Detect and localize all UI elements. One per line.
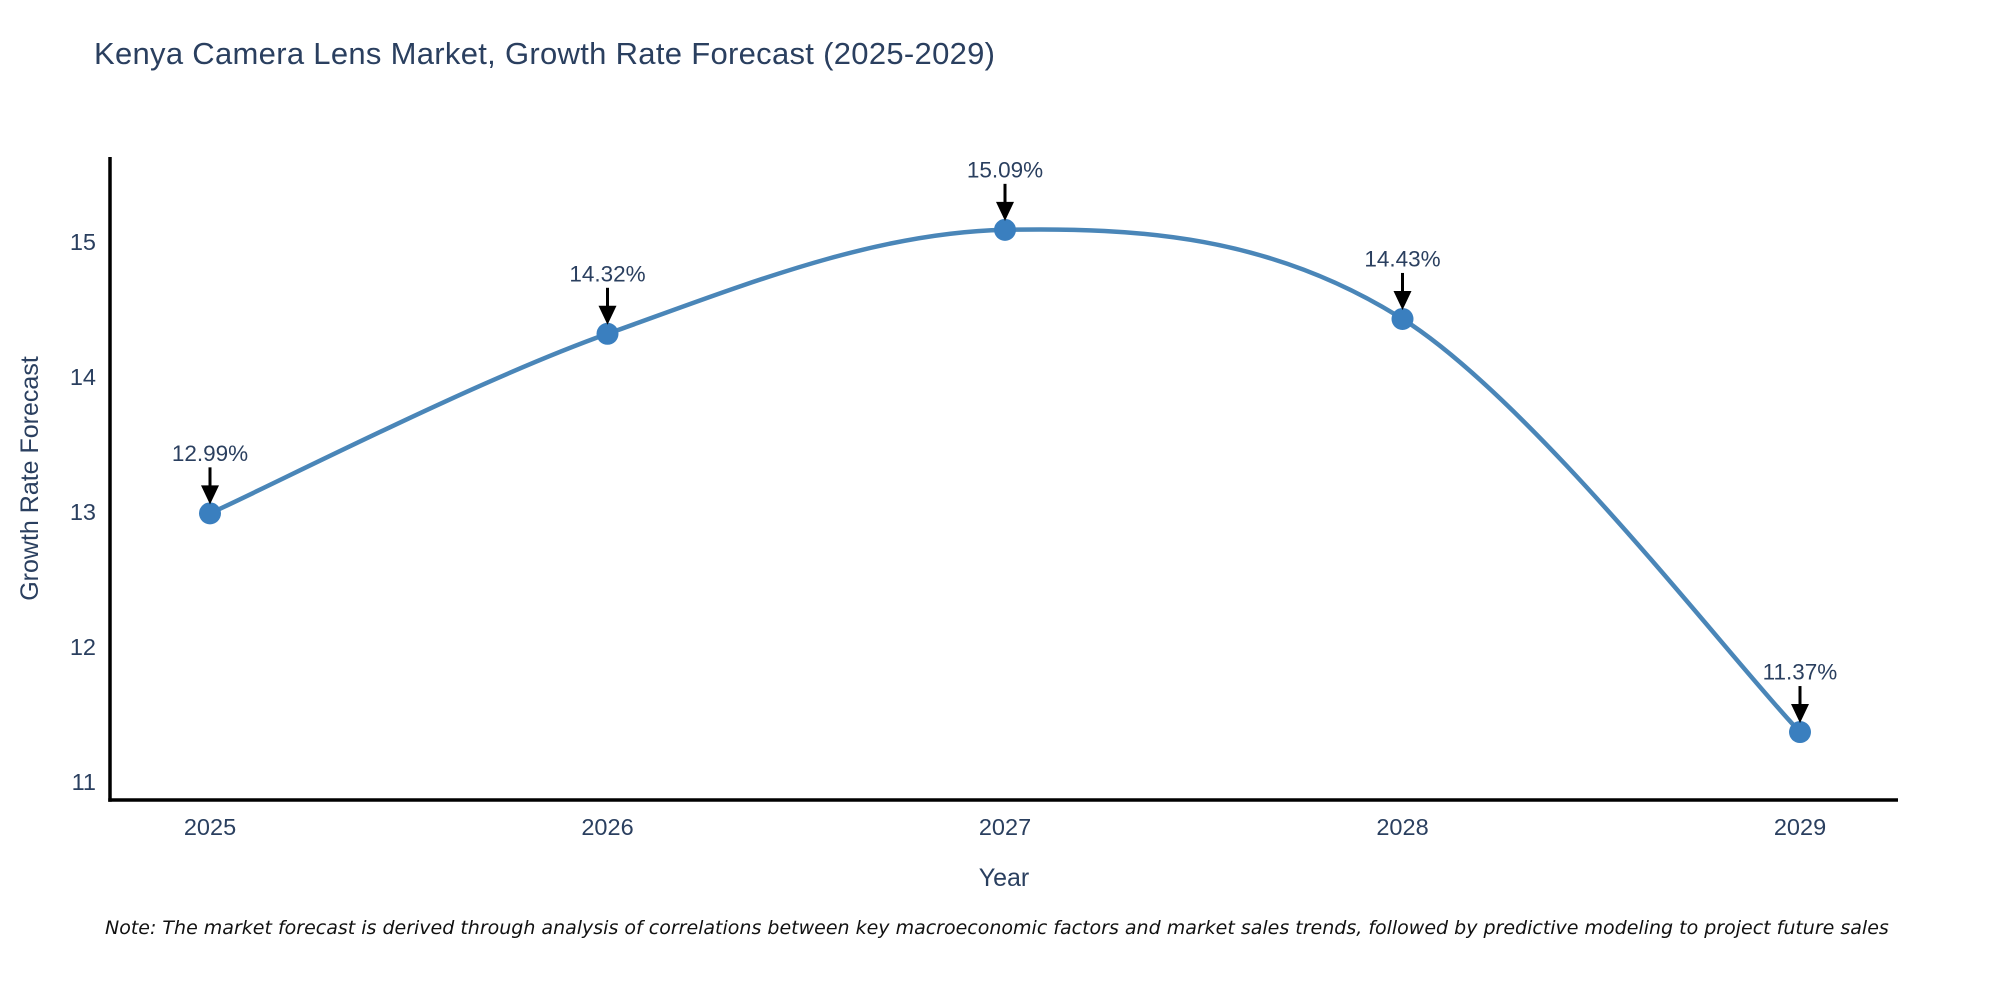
y-tick-label-12: 12 bbox=[70, 634, 96, 660]
footnote: Note: The market forecast is derived thr… bbox=[105, 917, 1889, 939]
annotation-arrowhead bbox=[598, 305, 617, 325]
annotation-arrowhead bbox=[1393, 290, 1412, 310]
annotation-arrowhead bbox=[996, 201, 1014, 221]
x-tick-label-2027: 2027 bbox=[979, 814, 1031, 840]
y-tick-label-14: 14 bbox=[70, 364, 96, 390]
data-point-2025[interactable] bbox=[199, 502, 221, 525]
data-point-2027[interactable] bbox=[994, 218, 1016, 241]
data-point-2026[interactable] bbox=[596, 322, 619, 345]
x-tick-label-2025: 2025 bbox=[184, 814, 236, 840]
chart-title: Kenya Camera Lens Market, Growth Rate Fo… bbox=[94, 36, 996, 71]
annotation-arrowhead bbox=[1791, 704, 1809, 724]
y-tick-label-11: 11 bbox=[72, 769, 96, 795]
y-tick-label-15: 15 bbox=[70, 229, 96, 255]
annotation-label-2028: 14.43% bbox=[1364, 246, 1440, 271]
annotation-label-2026: 14.32% bbox=[569, 261, 645, 286]
y-tick-label-13: 13 bbox=[70, 499, 96, 525]
y-axis-title: Growth Rate Forecast bbox=[16, 356, 44, 601]
data-point-2029[interactable] bbox=[1789, 721, 1811, 744]
annotation-label-2025: 12.99% bbox=[172, 441, 248, 466]
x-tick-label-2028: 2028 bbox=[1376, 814, 1428, 840]
annotation-arrowhead bbox=[201, 485, 219, 505]
forecast-line bbox=[207, 227, 1803, 735]
annotation-label-2027: 15.09% bbox=[967, 157, 1043, 182]
annotation-label-2029: 11.37% bbox=[1763, 660, 1838, 685]
x-axis-title: Year bbox=[979, 864, 1030, 892]
x-tick-label-2029: 2029 bbox=[1774, 814, 1826, 840]
data-point-2028[interactable] bbox=[1391, 307, 1414, 330]
x-tick-label-2026: 2026 bbox=[581, 814, 633, 840]
